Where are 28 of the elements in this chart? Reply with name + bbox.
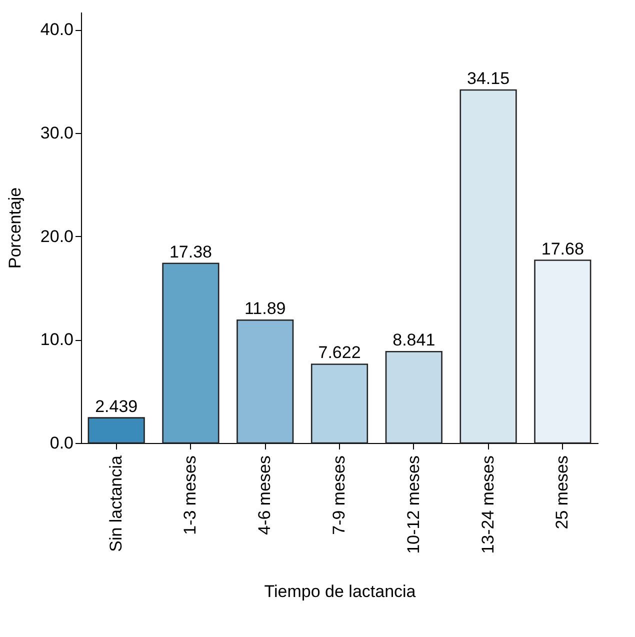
data-label: 11.89 <box>244 299 286 318</box>
x-tick-label: 25 meses <box>552 456 572 530</box>
bar <box>534 260 592 444</box>
bar <box>460 89 517 444</box>
data-label: 17.68 <box>541 239 584 258</box>
x-tick-label: 7-9 meses <box>330 456 348 535</box>
bar <box>385 350 442 444</box>
data-label: 7.622 <box>318 343 361 362</box>
y-tick-label: 20.0 <box>40 226 74 246</box>
x-tick-label: 10-12 meses <box>404 456 423 554</box>
x-tick-label: 4-6 meses <box>255 456 274 535</box>
bar <box>310 364 368 444</box>
bar <box>162 262 220 444</box>
y-tick-label: 10.0 <box>40 330 74 350</box>
bar <box>236 319 294 444</box>
x-tick-label: Sin lactancia <box>106 454 126 552</box>
y-axis-title: Porcentaje <box>5 187 24 269</box>
data-label: 8.841 <box>392 330 436 350</box>
data-label: 17.38 <box>169 242 212 262</box>
x-tick-label: 13-24 meses <box>478 456 498 554</box>
y-tick-label: 40.0 <box>40 20 74 40</box>
y-tick-label: 0.0 <box>50 434 74 452</box>
data-label: 2.439 <box>95 396 138 416</box>
bar <box>88 417 145 444</box>
x-tick-label: 1-3 meses <box>180 456 200 535</box>
x-axis-title: Tiempo de lactancia <box>264 582 416 601</box>
y-tick-label: 30.0 <box>40 123 74 142</box>
data-label: 34.15 <box>467 69 510 88</box>
